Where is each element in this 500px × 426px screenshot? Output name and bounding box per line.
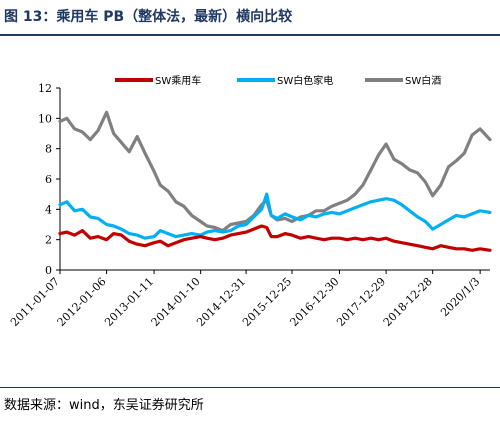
y-axis: 0 2 4 6 8 10 12 bbox=[38, 82, 61, 277]
source-divider bbox=[0, 387, 500, 388]
x-tick-label: 2012-01-06 bbox=[55, 275, 109, 329]
x-tick-label: 2017-12-29 bbox=[334, 275, 388, 329]
x-tick-label: 2013-01-11 bbox=[102, 275, 156, 329]
y-tick-label: 8 bbox=[45, 143, 52, 156]
pb-line-chart: 0 2 4 6 8 10 12 2011-01-072012-01-062013-01-11… bbox=[8, 74, 492, 329]
series-line-SW白色家电 bbox=[58, 192, 492, 240]
x-tick-label: 2016-12-30 bbox=[288, 275, 342, 329]
x-tick-label: 2011-01-07 bbox=[8, 275, 62, 329]
series-line-SW乘用车 bbox=[58, 224, 492, 252]
series-layer bbox=[58, 110, 492, 252]
figure-title: 图 13：乘用车 PB（整体法，最新）横向比较 bbox=[4, 9, 293, 25]
x-tick-label: 2015-12-25 bbox=[240, 275, 294, 329]
x-axis: 2011-01-072012-01-062013-01-112014-01-10… bbox=[8, 269, 490, 329]
y-tick-label: 2 bbox=[45, 234, 52, 247]
y-tick-label: 10 bbox=[38, 112, 52, 125]
legend-label: SW乘用车 bbox=[155, 74, 201, 87]
y-tick-label: 0 bbox=[45, 264, 52, 277]
x-tick-label: 2020/1/3 bbox=[438, 275, 482, 319]
legend: SW乘用车 SW白色家电 SW白酒 bbox=[115, 74, 441, 87]
series-line-SW白酒 bbox=[58, 110, 492, 233]
legend-label: SW白酒 bbox=[405, 74, 441, 87]
data-source: 数据来源：wind，东吴证券研究所 bbox=[4, 398, 204, 413]
title-divider bbox=[0, 34, 500, 36]
legend-label: SW白色家电 bbox=[277, 74, 333, 87]
y-tick-label: 4 bbox=[45, 203, 52, 216]
x-tick-label: 2018-12-28 bbox=[381, 275, 435, 329]
y-tick-label: 12 bbox=[38, 82, 52, 95]
y-tick-label: 6 bbox=[45, 173, 52, 186]
